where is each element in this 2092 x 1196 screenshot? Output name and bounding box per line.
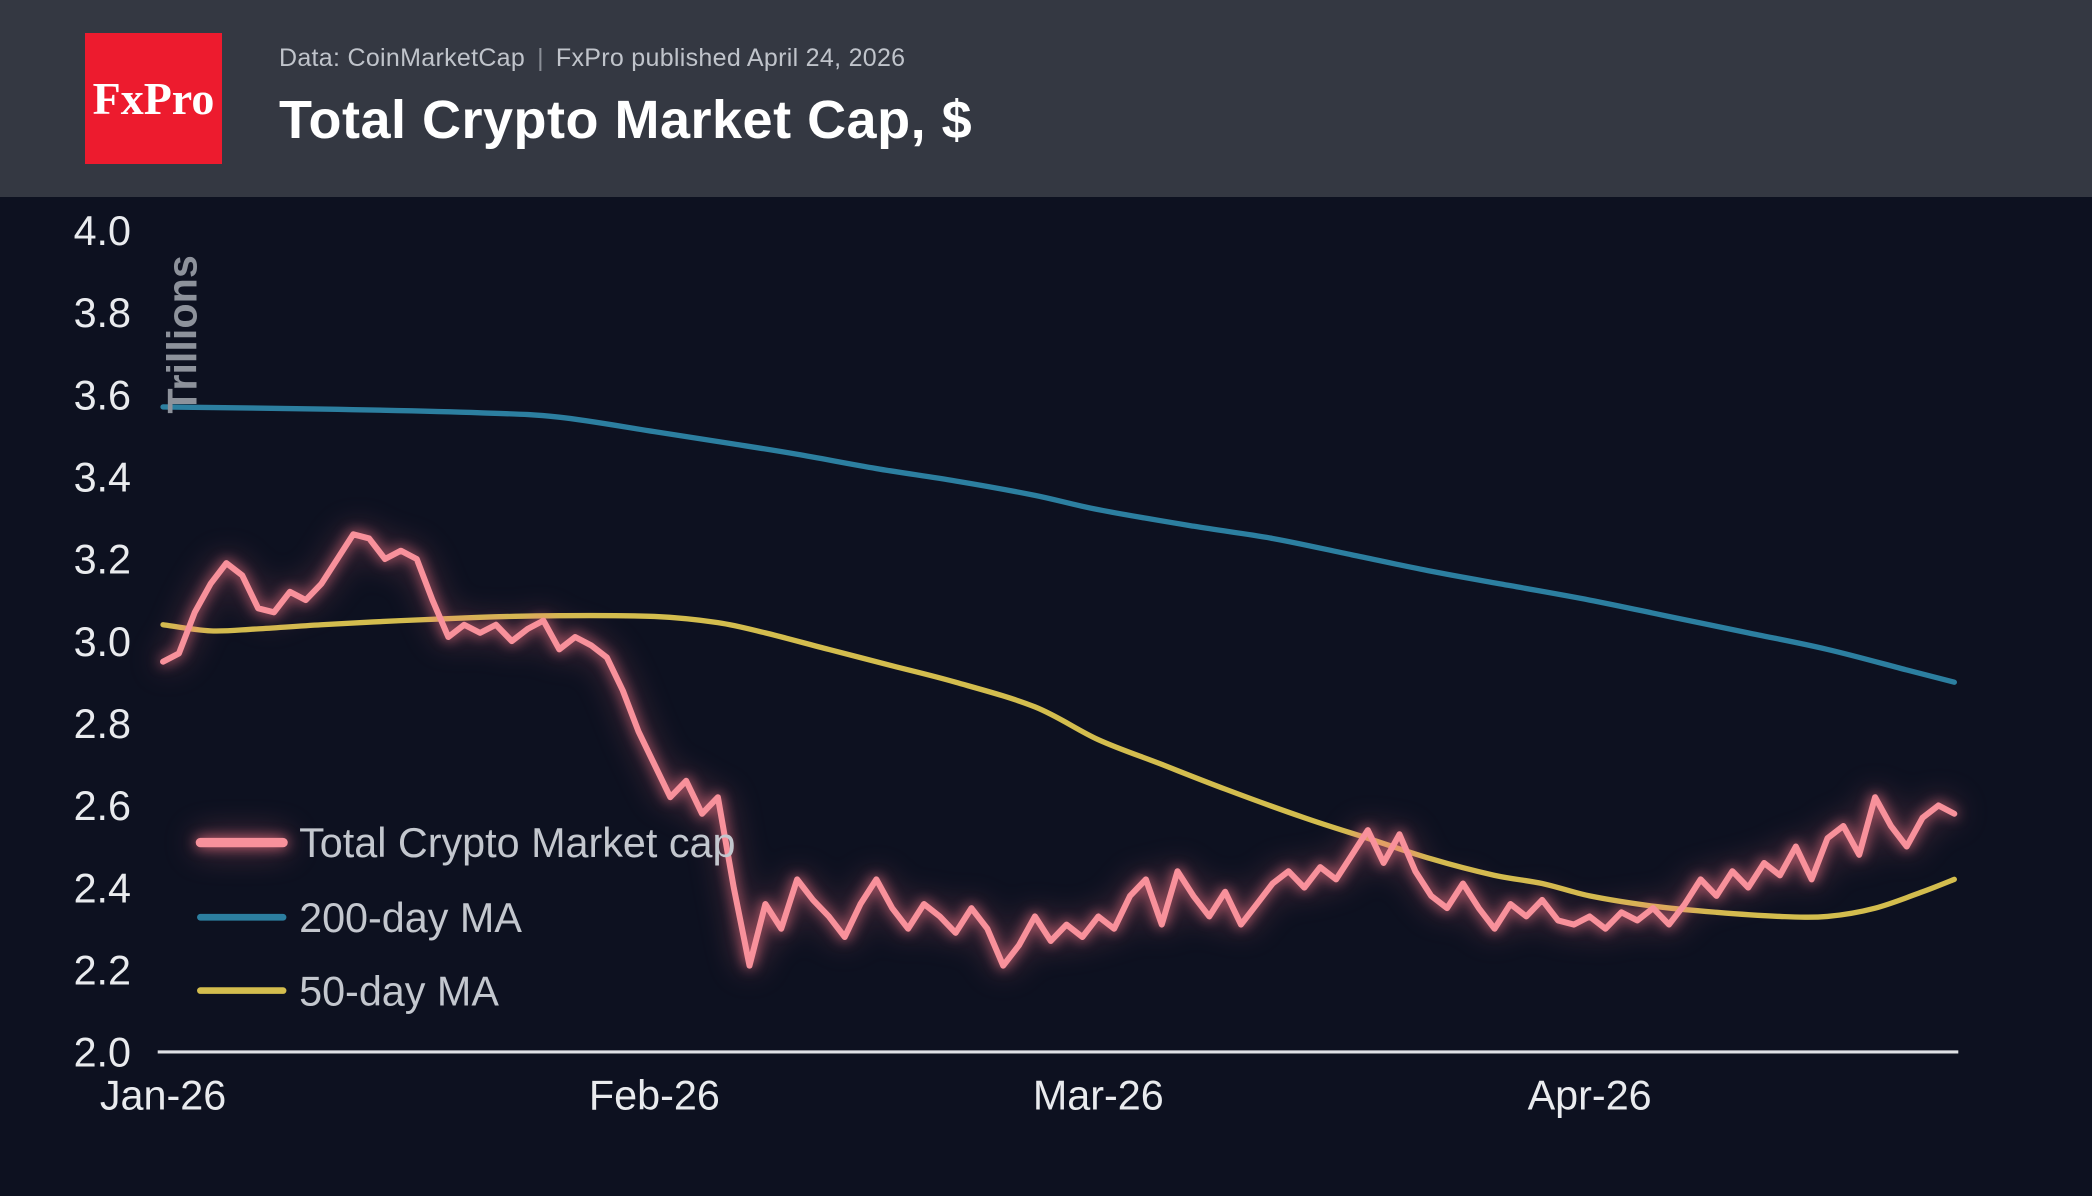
legend-label-market-cap: Total Crypto Market cap [299,820,735,866]
y-axis-tick-2.6: 2.6 [74,783,131,829]
legend: Total Crypto Market cap 200-day MA 50-da… [195,820,735,1014]
y-axis-tick-2.8: 2.8 [74,701,131,747]
series-line-total-crypto-market-cap [160,531,1958,969]
y-axis-tick-3.6: 3.6 [74,372,131,418]
y-axis-tick-3.2: 3.2 [74,537,131,583]
page-title: Total Crypto Market Cap, $ [279,90,973,150]
x-axis-tick-apr-26: Apr-26 [1528,1072,1652,1118]
x-axis-tick-mar-26: Mar-26 [1033,1072,1164,1118]
fxpro-logo-text: FxPro [92,73,215,124]
header: FxPro Data: CoinMarketCap | FxPro publishe… [0,0,2092,197]
x-axis-tick-feb-26: Feb-26 [589,1072,720,1118]
legend-label-200-day-ma: 200-day MA [299,895,522,941]
y-axis-tick-2.2: 2.2 [74,947,131,993]
y-axis-title: Trillions [159,255,205,413]
series-line-200-day-ma [160,404,1957,685]
fxpro-logo: FxPro [85,33,222,164]
x-axis-tick-jan-26: Jan-26 [100,1072,226,1118]
chart-meta-line: Data: CoinMarketCap | FxPro published Apri… [279,44,972,73]
header-text-block: Data: CoinMarketCap | FxPro published Apri… [279,44,972,151]
y-axis-tick-3.0: 3.0 [74,619,131,665]
meta-separator: | [537,44,544,72]
y-axis-tick-4.0: 4.0 [74,208,131,254]
series-line-50-day-ma [160,612,1957,920]
y-axis-tick-3.8: 3.8 [74,290,131,336]
legend-label-50-day-ma: 50-day MA [299,968,499,1014]
y-axis-tick-2.4: 2.4 [74,865,131,911]
y-axis-tick-2.0: 2.0 [74,1030,131,1076]
y-axis-tick-3.4: 3.4 [74,454,131,500]
data-source-label: Data: CoinMarketCap [279,44,526,72]
published-label: FxPro published April 24, 2026 [555,44,906,72]
